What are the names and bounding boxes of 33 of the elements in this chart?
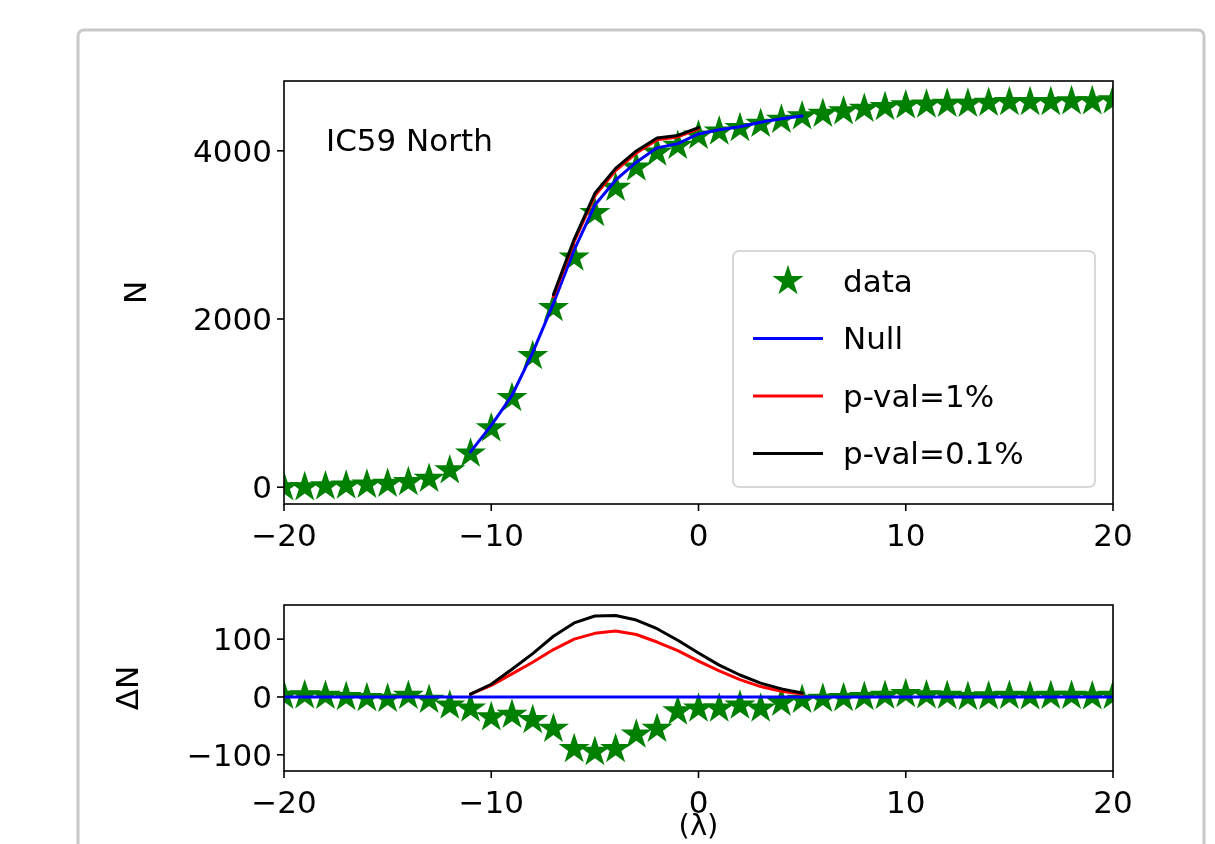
legend-label: p-val=0.1% <box>843 435 1024 472</box>
point <box>620 718 652 748</box>
y-tick-label: 0 <box>252 469 272 506</box>
x-tick-label: 10 <box>886 784 926 820</box>
x-tick-label: 20 <box>1093 517 1133 553</box>
point <box>413 462 445 492</box>
y-tick-label: 0 <box>252 678 272 715</box>
y-axis-title: N <box>117 280 153 305</box>
y-tick-label: 100 <box>212 620 272 657</box>
annotation: IC59 North <box>326 122 493 158</box>
x-tick-label: 20 <box>1093 784 1133 820</box>
point <box>496 698 528 729</box>
point <box>434 454 466 484</box>
x-tick-label: −10 <box>458 517 524 553</box>
y-axis-title: ΔN <box>109 665 145 711</box>
point <box>537 712 569 742</box>
point <box>641 712 673 742</box>
x-tick-label: −20 <box>251 784 317 820</box>
point <box>392 465 424 496</box>
point <box>517 703 549 734</box>
legend-label: data <box>843 262 913 299</box>
y-tick-label: 4000 <box>193 132 272 169</box>
legend-label: p-val=1% <box>843 377 995 414</box>
x-tick-label: 10 <box>886 517 926 553</box>
point <box>745 692 777 722</box>
x-tick-label: −20 <box>251 517 317 553</box>
x-tick-label: −10 <box>458 784 524 820</box>
y-tick-label: −100 <box>186 736 272 773</box>
x-tick-label: 0 <box>688 517 709 553</box>
point <box>558 732 590 763</box>
point <box>454 437 487 467</box>
y-tick-label: 2000 <box>193 300 272 337</box>
legend-label: Null <box>843 320 904 357</box>
